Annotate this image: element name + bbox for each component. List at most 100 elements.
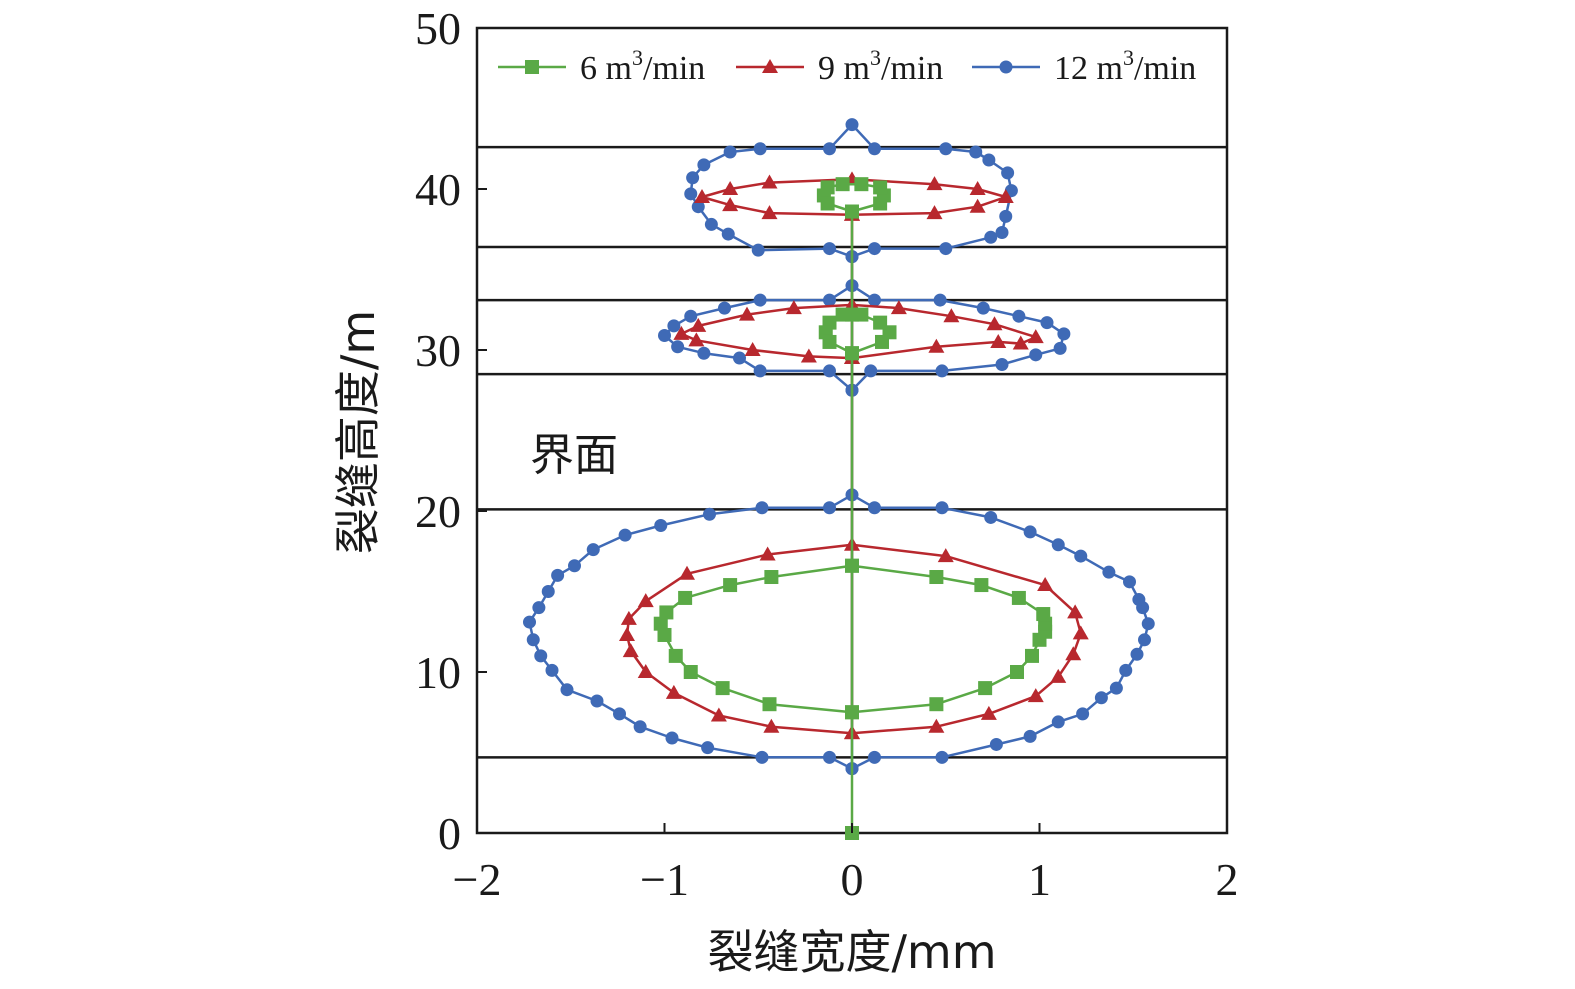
legend-marker — [525, 60, 539, 74]
data-point — [671, 340, 685, 354]
data-point — [1138, 633, 1151, 647]
data-point — [733, 351, 746, 365]
data-point — [764, 570, 779, 585]
x-tick-label: −2 — [453, 854, 502, 905]
data-point — [1123, 575, 1136, 589]
data-point — [823, 501, 836, 515]
data-point — [1065, 646, 1082, 661]
data-point — [928, 718, 945, 733]
data-point — [697, 346, 711, 360]
data-point — [654, 518, 668, 532]
data-point — [763, 718, 780, 733]
data-point — [1132, 593, 1146, 607]
data-point — [845, 118, 859, 132]
data-point — [1037, 577, 1054, 592]
data-point — [673, 325, 690, 340]
data-point — [668, 648, 683, 663]
data-point — [989, 737, 1003, 751]
data-point — [653, 616, 668, 631]
data-point — [753, 364, 767, 378]
data-point — [684, 187, 698, 201]
data-point — [868, 142, 881, 156]
data-point — [523, 615, 536, 629]
data-point — [835, 177, 850, 192]
legend-label: 6 m3/min — [580, 45, 705, 87]
data-point — [995, 357, 1009, 371]
data-point — [845, 204, 859, 219]
data-point — [686, 171, 700, 185]
data-point — [1051, 538, 1065, 552]
data-point — [710, 707, 727, 722]
data-point — [1012, 309, 1026, 323]
data-point — [939, 142, 953, 156]
data-point — [997, 189, 1014, 204]
data-point — [926, 205, 943, 220]
data-point — [622, 643, 639, 658]
data-point — [823, 364, 836, 378]
data-point — [755, 750, 769, 764]
y-axis-title: 裂缝高度/m — [331, 310, 385, 554]
data-point — [868, 293, 881, 307]
data-point — [723, 578, 738, 593]
data-point — [1102, 565, 1116, 579]
data-point — [619, 626, 635, 641]
data-point — [969, 181, 986, 195]
data-point — [701, 741, 715, 755]
data-point — [929, 697, 944, 712]
series-group — [653, 177, 1053, 840]
data-point — [1023, 729, 1037, 743]
data-point — [1040, 316, 1054, 330]
data-point — [620, 610, 637, 625]
data-point — [1119, 663, 1133, 677]
data-point — [984, 230, 998, 244]
data-point — [1053, 341, 1067, 355]
x-tick-label: 1 — [1028, 854, 1051, 905]
data-point — [526, 633, 540, 647]
data-point — [785, 300, 802, 315]
data-point — [715, 681, 730, 696]
data-point — [723, 145, 737, 159]
legend: 6 m3/min 9 m3/min 12 m3/min — [498, 45, 1196, 87]
data-point — [873, 315, 888, 330]
y-tick-label: 0 — [438, 808, 461, 859]
data-point — [657, 627, 672, 642]
data-point — [1076, 707, 1090, 721]
data-point — [534, 649, 548, 663]
data-point — [800, 348, 817, 363]
data-point — [978, 681, 993, 696]
data-point — [1057, 327, 1071, 341]
data-point — [1029, 348, 1043, 362]
data-point — [1109, 681, 1123, 695]
data-point — [761, 174, 778, 189]
data-point — [823, 142, 836, 156]
data-point — [864, 364, 878, 378]
data-point — [1130, 647, 1144, 661]
data-point — [722, 197, 739, 212]
data-point — [823, 242, 836, 256]
data-point — [995, 225, 1009, 239]
data-point — [969, 145, 983, 159]
y-tick-label: 10 — [415, 647, 461, 698]
data-point — [683, 665, 698, 679]
data-point — [658, 329, 671, 343]
data-series — [523, 118, 1155, 840]
data-point — [969, 198, 986, 213]
data-point — [980, 705, 997, 720]
data-point — [1010, 665, 1024, 679]
data-point — [1012, 335, 1029, 350]
data-point — [744, 342, 761, 356]
data-point — [982, 153, 996, 167]
data-point — [751, 243, 765, 257]
data-point — [665, 684, 682, 699]
data-point — [697, 158, 711, 172]
data-point — [721, 227, 735, 241]
data-point — [845, 346, 859, 361]
data-point — [679, 565, 695, 580]
data-point — [753, 293, 767, 307]
data-point — [854, 177, 869, 192]
data-point — [718, 301, 731, 315]
x-tick-label: 2 — [1216, 854, 1239, 905]
data-point — [1023, 525, 1037, 539]
